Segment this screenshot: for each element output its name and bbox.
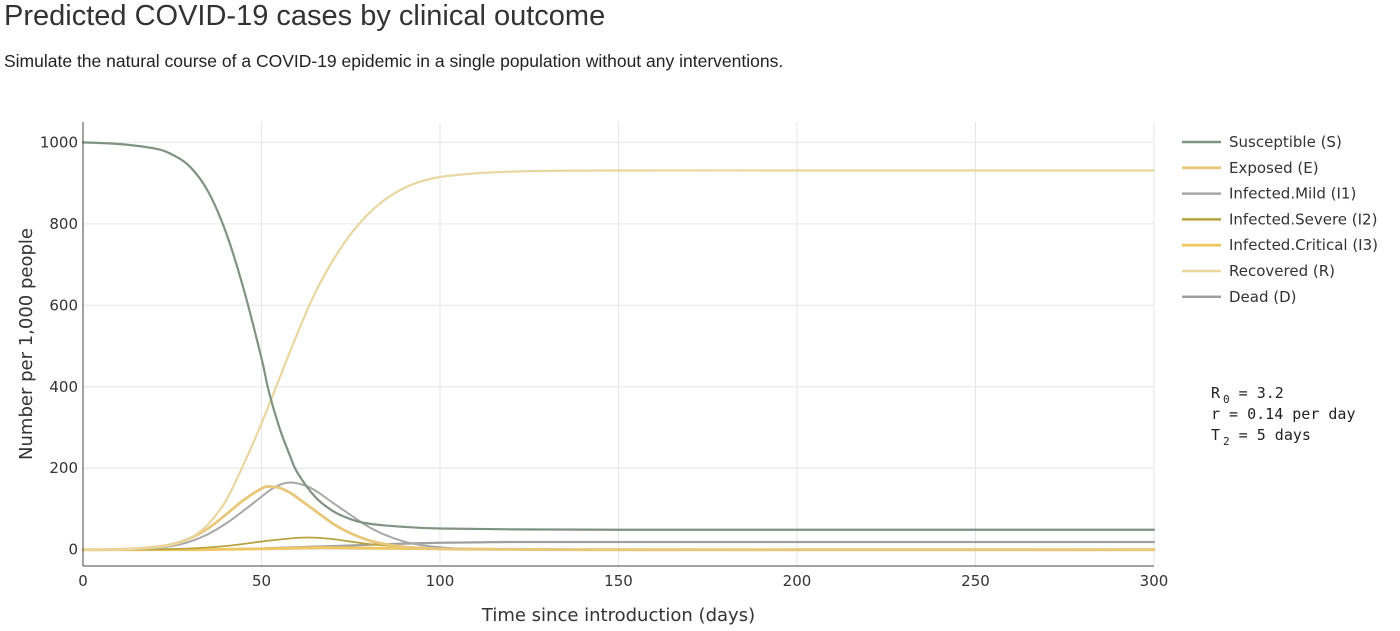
x-tick-label: 50: [252, 572, 271, 590]
series-line: [81, 169, 1156, 551]
page-title: Predicted COVID-19 cases by clinical out…: [4, 0, 606, 32]
x-tick-label: 250: [961, 572, 990, 590]
legend-item[interactable]: Recovered (R): [1182, 262, 1335, 280]
x-tick-label: 200: [783, 572, 812, 590]
series-layer: [81, 141, 1156, 552]
legend-item[interactable]: Infected.Mild (I1): [1182, 185, 1356, 203]
legend-item[interactable]: Dead (D): [1182, 288, 1297, 306]
legend-item[interactable]: Exposed (E): [1182, 159, 1319, 177]
legend-item[interactable]: Susceptible (S): [1182, 133, 1342, 151]
x-tick-label: 100: [426, 572, 455, 590]
y-tick-label: 400: [49, 378, 78, 396]
legend-label: Infected.Critical (I3): [1229, 236, 1378, 254]
x-axis-title: Time since introduction (days): [481, 605, 755, 626]
legend-label: Recovered (R): [1229, 262, 1335, 280]
y-tick-label: 200: [49, 459, 78, 477]
y-tick-label: 800: [49, 215, 78, 233]
x-tick-label: 150: [604, 572, 633, 590]
legend[interactable]: Susceptible (S) Exposed (E) Infected.Mild …: [1182, 133, 1378, 306]
y-axis-title: Number per 1,000 people: [16, 228, 37, 460]
axis-layer: 0 50 100 150 200 250 300 0 200 400 600 800 1000 Time …: [16, 122, 1168, 626]
y-tick-label: 0: [68, 541, 78, 559]
legend-label: Dead (D): [1229, 288, 1297, 306]
legend-label: Exposed (E): [1229, 159, 1319, 177]
y-tick-label: 1000: [40, 133, 78, 151]
series-line: [81, 141, 1156, 531]
growth-rate-annotation: r = 0.14 per day: [1211, 405, 1356, 423]
page-subtitle: Simulate the natural course of a COVID-1…: [4, 51, 784, 71]
legend-label: Infected.Mild (I1): [1229, 185, 1356, 203]
x-tick-label: 300: [1140, 572, 1169, 590]
y-tick-label: 600: [49, 296, 78, 314]
legend-label: Susceptible (S): [1229, 133, 1342, 151]
legend-item[interactable]: Infected.Severe (I2): [1182, 210, 1377, 228]
legend-item[interactable]: Infected.Critical (I3): [1182, 236, 1378, 254]
legend-label: Infected.Severe (I2): [1229, 210, 1377, 228]
x-tick-label: 0: [78, 572, 88, 590]
